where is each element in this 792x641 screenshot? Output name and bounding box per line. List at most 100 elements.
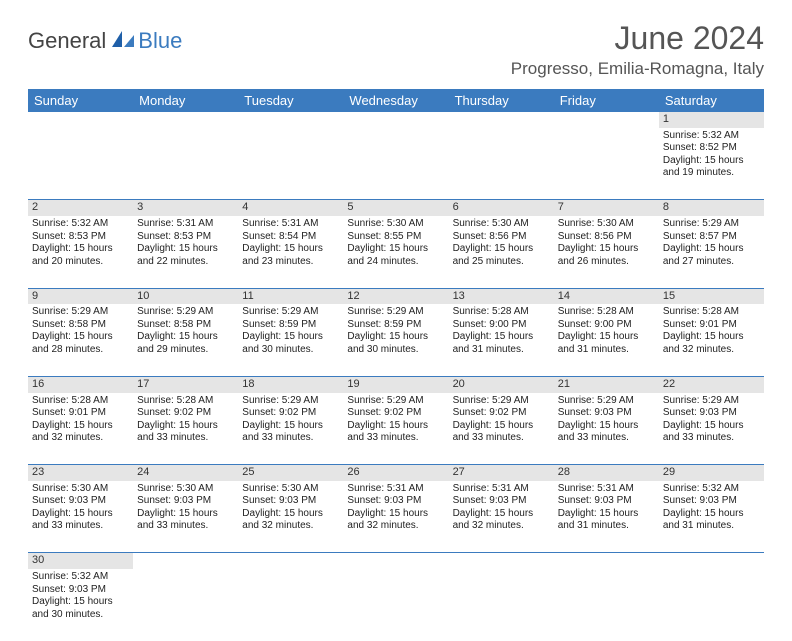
day-line: Sunrise: 5:29 AM xyxy=(242,395,339,408)
day-line: Sunset: 9:03 PM xyxy=(32,584,129,597)
day-content: Sunrise: 5:29 AMSunset: 9:02 PMDaylight:… xyxy=(238,393,343,449)
day-line: Sunrise: 5:30 AM xyxy=(558,218,655,231)
day-line: and 31 minutes. xyxy=(558,520,655,533)
day-line: Sunrise: 5:31 AM xyxy=(558,483,655,496)
day-line: Sunset: 9:03 PM xyxy=(137,495,234,508)
day-line: Sunset: 9:03 PM xyxy=(32,495,129,508)
month-title: June 2024 xyxy=(511,20,764,57)
day-number-cell: 23 xyxy=(28,465,133,481)
day-cell: Sunrise: 5:28 AMSunset: 9:01 PMDaylight:… xyxy=(659,304,764,376)
day-line: Daylight: 15 hours xyxy=(663,420,760,433)
day-cell: Sunrise: 5:30 AMSunset: 8:56 PMDaylight:… xyxy=(449,216,554,288)
day-line: Sunset: 9:03 PM xyxy=(242,495,339,508)
day-number-cell: 9 xyxy=(28,288,133,304)
day-cell xyxy=(238,569,343,641)
day-line: Sunset: 9:03 PM xyxy=(558,407,655,420)
day-number-cell: 4 xyxy=(238,200,343,216)
day-line: and 27 minutes. xyxy=(663,256,760,269)
day-number-cell: 19 xyxy=(343,376,448,392)
day-line: and 32 minutes. xyxy=(347,520,444,533)
day-number-cell: 25 xyxy=(238,465,343,481)
day-cell: Sunrise: 5:29 AMSunset: 8:58 PMDaylight:… xyxy=(28,304,133,376)
day-cell: Sunrise: 5:30 AMSunset: 8:55 PMDaylight:… xyxy=(343,216,448,288)
location: Progresso, Emilia-Romagna, Italy xyxy=(511,59,764,79)
day-content: Sunrise: 5:32 AMSunset: 9:03 PMDaylight:… xyxy=(28,569,133,625)
day-number-cell xyxy=(133,553,238,569)
day-line: Sunset: 8:58 PM xyxy=(32,319,129,332)
day-number-cell: 13 xyxy=(449,288,554,304)
day-number-cell: 11 xyxy=(238,288,343,304)
day-content: Sunrise: 5:28 AMSunset: 9:02 PMDaylight:… xyxy=(133,393,238,449)
day-number-cell: 18 xyxy=(238,376,343,392)
logo: General Blue xyxy=(28,28,182,54)
day-number-cell: 15 xyxy=(659,288,764,304)
day-line: Daylight: 15 hours xyxy=(558,331,655,344)
title-block: June 2024 Progresso, Emilia-Romagna, Ita… xyxy=(511,20,764,79)
day-content: Sunrise: 5:31 AMSunset: 9:03 PMDaylight:… xyxy=(449,481,554,537)
day-content: Sunrise: 5:28 AMSunset: 9:01 PMDaylight:… xyxy=(28,393,133,449)
day-number-cell: 27 xyxy=(449,465,554,481)
day-cell: Sunrise: 5:29 AMSunset: 9:03 PMDaylight:… xyxy=(659,393,764,465)
day-line: and 22 minutes. xyxy=(137,256,234,269)
day-content: Sunrise: 5:28 AMSunset: 9:01 PMDaylight:… xyxy=(659,304,764,360)
weekday-header: Wednesday xyxy=(343,89,448,112)
day-number-cell: 22 xyxy=(659,376,764,392)
day-number-cell: 24 xyxy=(133,465,238,481)
day-content: Sunrise: 5:31 AMSunset: 9:03 PMDaylight:… xyxy=(343,481,448,537)
day-content: Sunrise: 5:30 AMSunset: 9:03 PMDaylight:… xyxy=(238,481,343,537)
day-line: Sunset: 8:53 PM xyxy=(137,231,234,244)
day-line: Sunset: 8:54 PM xyxy=(242,231,339,244)
day-line: and 33 minutes. xyxy=(242,432,339,445)
day-line: and 19 minutes. xyxy=(663,167,760,180)
day-number-cell: 3 xyxy=(133,200,238,216)
day-number-cell: 17 xyxy=(133,376,238,392)
day-content: Sunrise: 5:31 AMSunset: 8:54 PMDaylight:… xyxy=(238,216,343,272)
day-number-cell: 28 xyxy=(554,465,659,481)
day-line: Sunset: 9:03 PM xyxy=(453,495,550,508)
day-line: Daylight: 15 hours xyxy=(347,331,444,344)
day-number-cell xyxy=(343,553,448,569)
day-line: Sunset: 9:01 PM xyxy=(663,319,760,332)
day-line: Sunrise: 5:29 AM xyxy=(663,395,760,408)
day-line: and 30 minutes. xyxy=(242,344,339,357)
day-number-cell: 5 xyxy=(343,200,448,216)
day-cell: Sunrise: 5:30 AMSunset: 9:03 PMDaylight:… xyxy=(133,481,238,553)
day-cell xyxy=(343,569,448,641)
day-line: and 33 minutes. xyxy=(32,520,129,533)
day-line: Daylight: 15 hours xyxy=(242,508,339,521)
logo-text-general: General xyxy=(28,28,106,54)
day-content: Sunrise: 5:29 AMSunset: 8:58 PMDaylight:… xyxy=(28,304,133,360)
day-line: Sunrise: 5:30 AM xyxy=(347,218,444,231)
day-line: Sunset: 9:03 PM xyxy=(347,495,444,508)
day-content: Sunrise: 5:29 AMSunset: 9:03 PMDaylight:… xyxy=(554,393,659,449)
day-line: Sunrise: 5:28 AM xyxy=(558,306,655,319)
sails-icon xyxy=(110,29,136,54)
day-line: Sunrise: 5:32 AM xyxy=(32,571,129,584)
day-line: Sunset: 8:59 PM xyxy=(242,319,339,332)
weekday-header: Thursday xyxy=(449,89,554,112)
day-line: Daylight: 15 hours xyxy=(32,331,129,344)
day-cell: Sunrise: 5:30 AMSunset: 9:03 PMDaylight:… xyxy=(238,481,343,553)
day-cell: Sunrise: 5:32 AMSunset: 8:53 PMDaylight:… xyxy=(28,216,133,288)
day-line: and 32 minutes. xyxy=(32,432,129,445)
day-line: Daylight: 15 hours xyxy=(32,243,129,256)
day-line: Daylight: 15 hours xyxy=(453,420,550,433)
day-cell: Sunrise: 5:29 AMSunset: 9:02 PMDaylight:… xyxy=(343,393,448,465)
day-cell: Sunrise: 5:30 AMSunset: 9:03 PMDaylight:… xyxy=(28,481,133,553)
day-number-cell: 29 xyxy=(659,465,764,481)
day-content: Sunrise: 5:30 AMSunset: 8:56 PMDaylight:… xyxy=(554,216,659,272)
day-line: and 29 minutes. xyxy=(137,344,234,357)
day-line: Sunrise: 5:31 AM xyxy=(242,218,339,231)
day-line: Daylight: 15 hours xyxy=(32,420,129,433)
day-line: Sunrise: 5:29 AM xyxy=(663,218,760,231)
week-row: Sunrise: 5:32 AMSunset: 8:53 PMDaylight:… xyxy=(28,216,764,288)
day-number-cell: 8 xyxy=(659,200,764,216)
day-number-row: 2345678 xyxy=(28,200,764,216)
day-number-cell: 12 xyxy=(343,288,448,304)
weekday-header: Sunday xyxy=(28,89,133,112)
day-line: Daylight: 15 hours xyxy=(453,243,550,256)
day-content: Sunrise: 5:29 AMSunset: 9:03 PMDaylight:… xyxy=(659,393,764,449)
day-line: Daylight: 15 hours xyxy=(663,155,760,168)
day-content: Sunrise: 5:32 AMSunset: 8:53 PMDaylight:… xyxy=(28,216,133,272)
day-line: Sunrise: 5:30 AM xyxy=(32,483,129,496)
